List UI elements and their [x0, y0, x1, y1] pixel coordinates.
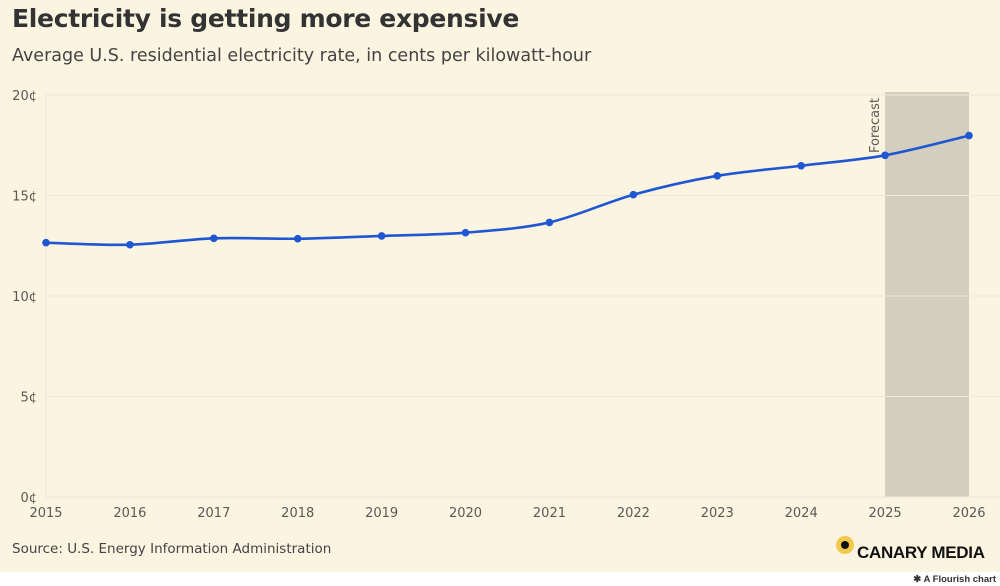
- x-tick-label: 2024: [785, 506, 818, 521]
- y-tick-label: 10¢: [12, 290, 37, 305]
- flourish-credit[interactable]: ✱ A Flourish chart: [913, 574, 996, 585]
- x-tick-label: 2018: [281, 506, 314, 521]
- y-tick-label: 20¢: [12, 89, 37, 104]
- forecast-band: [885, 92, 969, 497]
- data-point: [42, 238, 50, 247]
- line-chart: Forecast 0¢5¢10¢15¢20¢ 2015 2016 2017 2018 2…: [12, 89, 1000, 521]
- data-point: [545, 218, 554, 227]
- data-point: [965, 131, 973, 140]
- canary-media-logo: CANARY MEDIA: [835, 535, 985, 565]
- gridlines: [45, 94, 1000, 498]
- brand-name: CANARY MEDIA: [857, 543, 985, 562]
- x-axis: 2015 2016 2017 2018 2019 2020 2021 2022 2023 2024…: [29, 506, 985, 521]
- x-tick-label: 2026: [952, 506, 985, 521]
- canary-dot-icon: [836, 536, 854, 554]
- data-point: [713, 172, 722, 180]
- source-note: Source: U.S. Energy Information Administ…: [12, 541, 332, 557]
- x-tick-label: 2022: [617, 506, 650, 521]
- series-line-layer: [44, 134, 971, 247]
- y-tick-label: 15¢: [12, 190, 37, 205]
- x-tick-label: 2015: [29, 506, 62, 521]
- chart-subtitle: Average U.S. residential electricity rat…: [12, 46, 592, 66]
- chart-title: Electricity is getting more expensive: [12, 4, 520, 33]
- series-line: [44, 134, 971, 247]
- flourish-credit-label: A Flourish chart: [923, 574, 997, 585]
- x-tick-label: 2021: [533, 506, 566, 521]
- x-tick-label: 2017: [197, 506, 230, 521]
- data-point: [377, 232, 386, 240]
- series-points: [42, 131, 973, 249]
- y-tick-label: 5¢: [20, 391, 37, 406]
- data-point: [210, 234, 218, 243]
- x-tick-label: 2023: [701, 506, 734, 521]
- x-tick-label: 2016: [113, 506, 146, 521]
- y-tick-label: 0¢: [20, 491, 37, 506]
- forecast-label: Forecast: [868, 98, 883, 153]
- x-tick-label: 2020: [449, 506, 482, 521]
- data-point: [126, 240, 134, 249]
- x-tick-label: 2019: [365, 506, 398, 521]
- y-axis: 0¢ 5¢ 10¢ 15¢ 20¢: [12, 89, 37, 506]
- data-point: [797, 161, 805, 170]
- flourish-asterisk-icon: ✱: [913, 574, 922, 585]
- data-point: [881, 151, 889, 160]
- data-point: [293, 234, 302, 243]
- forecast-band-layer: Forecast: [868, 92, 969, 497]
- data-point: [629, 190, 638, 199]
- x-tick-label: 2025: [869, 506, 902, 521]
- data-point: [461, 228, 470, 237]
